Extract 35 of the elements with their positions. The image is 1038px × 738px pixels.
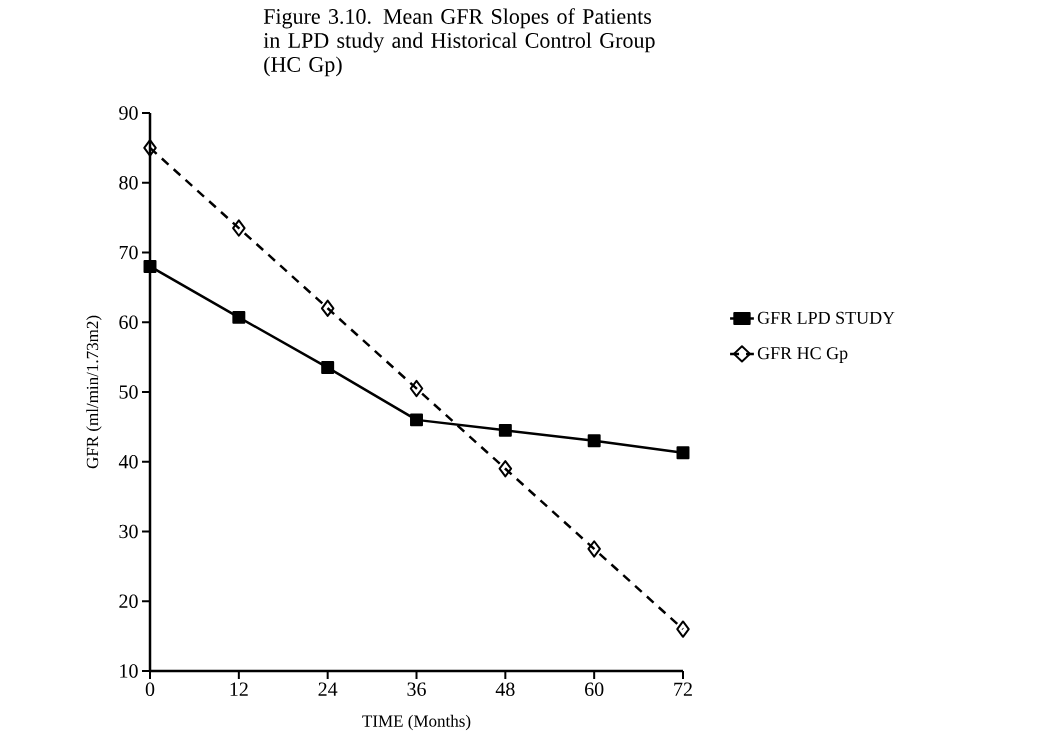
point — [498, 460, 513, 478]
x-tick-label: 72 — [674, 682, 692, 696]
point — [232, 219, 246, 237]
point — [587, 434, 601, 448]
x-axis-title: TIME (Months) — [362, 714, 471, 731]
legend-label: GFR HC Gp — [757, 347, 848, 363]
point — [409, 379, 424, 398]
y-tick-label: 20 — [119, 594, 138, 608]
point — [321, 361, 335, 375]
x-tick-label: 60 — [585, 682, 604, 697]
x-tick-label: 12 — [230, 682, 248, 696]
point — [410, 413, 423, 427]
chart-title: Figure 3.10. Mean GFR Slopes of Patients in LPD study and Historical Control Group (HC Gp) — [263, 8, 655, 77]
point — [498, 423, 512, 437]
point — [143, 259, 157, 273]
point — [676, 620, 690, 638]
point — [143, 139, 157, 157]
y-tick-label: 60 — [119, 315, 138, 329]
y-axis-title: GFR (ml/min/1.73m2) — [86, 315, 102, 469]
y-tick-label: 10 — [120, 664, 138, 678]
x-tick-label: 24 — [318, 682, 338, 696]
x-tick-label: 0 — [145, 682, 155, 697]
x-tick-label: 36 — [407, 682, 426, 696]
x-tick-label: 48 — [495, 682, 515, 697]
y-tick-label: 90 — [119, 106, 138, 120]
legend-label: GFR LPD STUDY — [757, 311, 895, 324]
y-tick-label: 70 — [119, 245, 138, 260]
y-tick-label: 30 — [119, 524, 138, 539]
point — [320, 299, 335, 317]
point — [232, 310, 246, 324]
point — [587, 540, 601, 558]
y-tick-label: 40 — [118, 454, 138, 469]
point — [676, 446, 690, 460]
y-tick-label: 80 — [119, 176, 138, 190]
y-tick-label: 50 — [119, 385, 138, 399]
